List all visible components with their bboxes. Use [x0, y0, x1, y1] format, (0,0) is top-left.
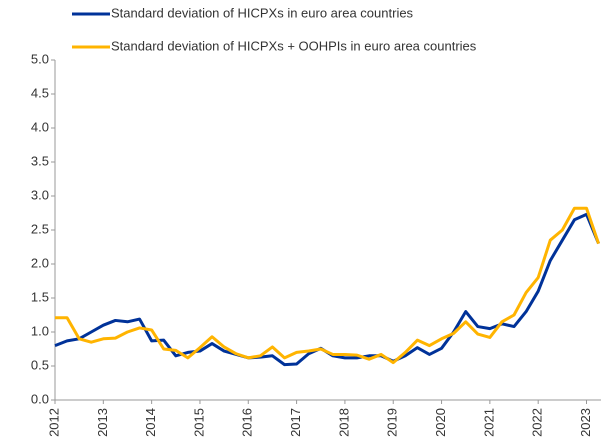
- y-tick-label: 3.0: [31, 187, 49, 202]
- y-tick-label: 0.0: [31, 391, 49, 406]
- x-tick-label: 2019: [385, 408, 400, 437]
- series-line: [54, 212, 600, 367]
- y-tick-label: 2.5: [31, 221, 49, 236]
- x-tick-label: 2023: [578, 408, 593, 437]
- legend-label: Standard deviation of HICPXs + OOHPIs in…: [111, 38, 477, 53]
- y-tick-label: 0.5: [31, 357, 49, 372]
- x-tick-label: 2017: [288, 408, 303, 437]
- y-tick-label: 5.0: [31, 51, 49, 66]
- x-tick-label: 2020: [433, 408, 448, 437]
- x-tick-label: 2015: [191, 408, 206, 437]
- y-tick-label: 3.5: [31, 153, 49, 168]
- x-tick-label: 2014: [143, 408, 158, 437]
- y-tick-label: 1.5: [31, 289, 49, 304]
- x-tick-label: 2016: [240, 408, 255, 437]
- x-tick-label: 2012: [46, 408, 61, 437]
- x-tick-label: 2022: [530, 408, 545, 437]
- y-tick-label: 2.0: [31, 255, 49, 270]
- y-tick-label: 4.5: [31, 85, 49, 100]
- x-tick-label: 2013: [95, 408, 110, 437]
- y-tick-label: 4.0: [31, 119, 49, 134]
- series-line: [55, 206, 600, 365]
- y-tick-label: 1.0: [31, 323, 49, 338]
- x-tick-label: 2021: [481, 408, 496, 437]
- legend-label: Standard deviation of HICPXs in euro are…: [111, 5, 414, 20]
- x-tick-label: 2018: [336, 408, 351, 437]
